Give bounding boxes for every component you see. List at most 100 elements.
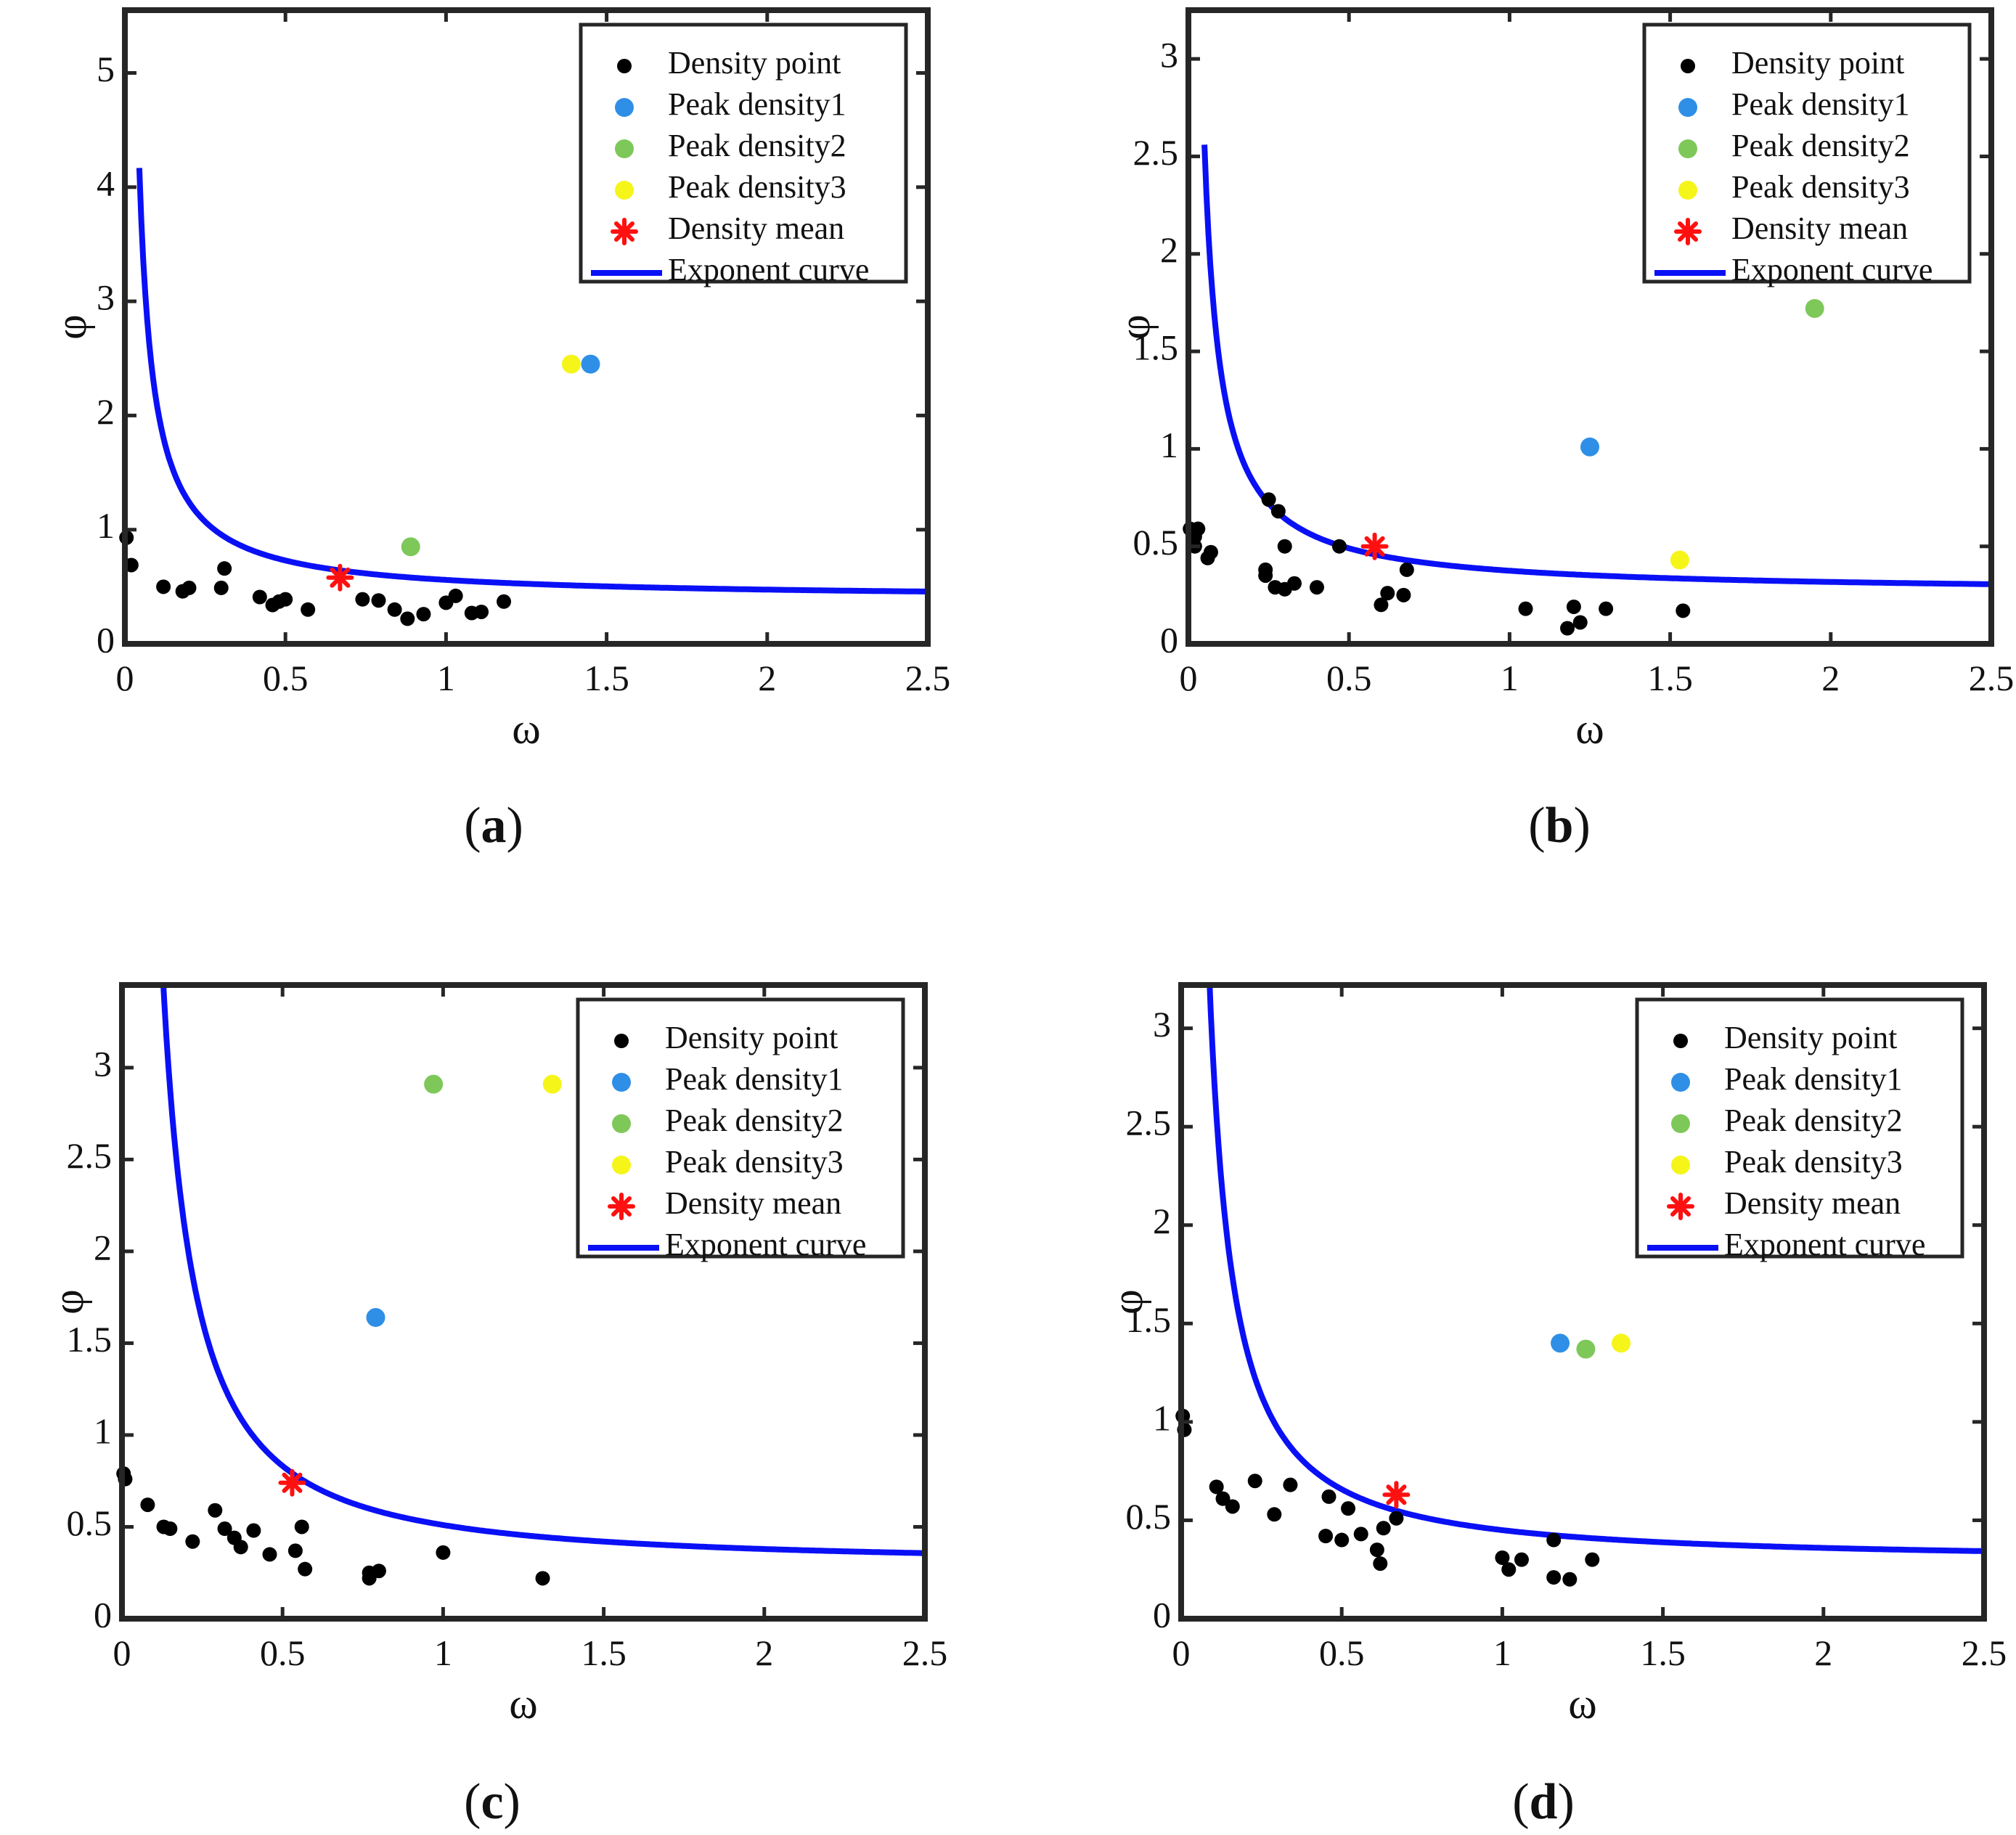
panel-b-plot-frame: [1185, 7, 1994, 647]
panel-d-x-tick-label-2: 1: [1493, 1632, 1511, 1673]
panel-d-density-point-18: [1501, 1562, 1517, 1577]
panel-a-density-point-16: [416, 607, 431, 622]
panel-c-peak-density1-0: [366, 1308, 385, 1328]
panel-a-x-tick-label-1: 0.5: [263, 658, 309, 698]
panel-c: 0 0.5 1 1.5 2 2.5 0 0.5 1 1.5 2 2.5 3 ω φ Density po…: [44, 982, 947, 1728]
panel-b-density-point-12: [1277, 539, 1292, 554]
panel-c-legend-exponent-curve: Exponent curve: [665, 1227, 866, 1262]
panel-b-x-tick-label-2: 1: [1501, 658, 1519, 698]
panel-a-density-point-4: [181, 580, 197, 595]
panel-d-x-tick-label-4: 2: [1814, 1632, 1832, 1673]
panel-a-legend-density-mean-marker: [611, 218, 638, 245]
panel-d-legend-peak-density2: Peak density2: [1724, 1103, 1903, 1138]
panel-a-y-tick-label-0: 0: [97, 619, 115, 660]
panel-c-density-mean-0: [278, 1468, 306, 1497]
panel-b-density-point-15: [1331, 539, 1347, 554]
panel-a-density-point-21: [497, 594, 512, 609]
panel-a-density-point-20: [474, 604, 489, 619]
panel-c-y-tick-label-2: 1: [94, 1410, 112, 1451]
panel-b-legend-exponent-curve: Exponent curve: [1731, 252, 1933, 287]
caption-a: (a): [464, 798, 523, 854]
panel-d-density-point-7: [1283, 1477, 1298, 1492]
panel-a-density-point-18: [448, 588, 463, 603]
panel-d-legend-density-mean: Density mean: [1724, 1185, 1901, 1221]
panel-a-legend-peak-density1: Peak density1: [668, 86, 846, 122]
panel-d-legend-exponent-curve: Exponent curve: [1724, 1227, 1925, 1262]
panel-b-y-tick-label-1: 0.5: [1133, 522, 1179, 563]
panel-b-legend-peak-density3-marker: [1678, 181, 1697, 200]
panel-d-density-point-15: [1376, 1521, 1391, 1536]
panel-c-x-tick-label-2: 1: [434, 1632, 452, 1673]
panel-a-x-tick-label-5: 2.5: [905, 658, 951, 698]
panel-d-density-point-11: [1341, 1501, 1356, 1516]
panel-c-legend-peak-density1: Peak density1: [665, 1061, 844, 1097]
panel-b-legend-peak-density2-marker: [1678, 139, 1697, 158]
panel-d-density-point-2: [1209, 1479, 1224, 1495]
panel-d-density-point-17: [1495, 1550, 1510, 1565]
panel-b-peak-density1-0: [1580, 437, 1599, 457]
panel-a-density-point-14: [387, 602, 402, 617]
panel-d-density-point-4: [1225, 1499, 1240, 1514]
panel-c-legend-density-point: Density point: [665, 1020, 838, 1055]
panel-c-legend-density-mean: Density mean: [665, 1185, 841, 1221]
panel-d-density-point-19: [1514, 1552, 1529, 1567]
panel-c-x-axis-label: ω: [509, 1680, 538, 1728]
panel-b-density-point-21: [1560, 621, 1575, 636]
panel-b-y-tick-label-4: 2: [1160, 229, 1178, 270]
panel-b-y-tick-label-3: 1.5: [1133, 327, 1179, 368]
panel-b-legend-density-point: Density point: [1731, 45, 1904, 81]
panel-c-density-point-7: [217, 1521, 232, 1537]
panel-c-legend-box: [576, 997, 905, 1259]
panel-b-y-tick-label-5: 2.5: [1133, 132, 1179, 173]
panel-d-density-point-9: [1321, 1489, 1336, 1504]
panel-d-legend: Density point Peak density1 Peak density…: [1635, 997, 1964, 1262]
panel-d-density-mean-0: [1382, 1481, 1411, 1509]
panel-d-density-point-10: [1334, 1532, 1350, 1548]
panel-b-density-point-8: [1261, 492, 1276, 507]
panel-a-x-tick-label-4: 2: [758, 658, 776, 698]
panel-b-density-point-17: [1380, 586, 1395, 601]
panel-b-density-point-23: [1572, 615, 1588, 630]
panel-b-legend-density-mean: Density mean: [1731, 211, 1908, 246]
panel-d-density-point-12: [1353, 1527, 1368, 1542]
panel-a-legend-peak-density1-marker: [615, 98, 634, 117]
panel-a-y-tick-label-2: 2: [97, 391, 115, 432]
panel-d-plot-marks: [1175, 985, 1984, 1587]
panel-c-density-point-10: [246, 1523, 261, 1538]
panel-d-peak-density3-0: [1612, 1333, 1631, 1353]
panel-d-ticks: 0 0.5 1 1.5 2 2.5 0 0.5 1 1.5 2 2.5 3: [1126, 985, 2007, 1673]
panel-c-density-point-9: [233, 1540, 248, 1555]
panel-c-density-point-19: [535, 1571, 550, 1586]
panel-a-legend-density-point: Density point: [668, 45, 841, 81]
panel-a-legend-peak-density3: Peak density3: [668, 169, 846, 205]
panel-b-density-point-10: [1270, 504, 1286, 519]
panel-d-y-tick-label-1: 0.5: [1126, 1496, 1172, 1537]
panel-c-y-tick-label-5: 2.5: [67, 1135, 113, 1176]
panel-d-plot-frame: [1178, 982, 1987, 1622]
panel-a-density-point-5: [213, 580, 229, 595]
panel-a-peak-density3-0: [561, 354, 581, 374]
panel-b-x-tick-label-4: 2: [1821, 658, 1840, 698]
panel-c-legend-density-mean-marker: [608, 1193, 635, 1220]
panel-d-y-tick-label-6: 3: [1153, 1004, 1171, 1045]
panel-c-density-point-14: [298, 1561, 313, 1577]
panel-b-density-mean-0: [1360, 532, 1389, 560]
panel-c-y-tick-label-6: 3: [94, 1043, 112, 1084]
panel-b-legend-peak-density3: Peak density3: [1731, 169, 1910, 205]
panel-c-x-tick-label-3: 1.5: [581, 1632, 627, 1673]
panel-d-density-point-3: [1215, 1491, 1231, 1506]
panel-d-density-point-5: [1247, 1474, 1262, 1489]
panel-b-density-point-19: [1399, 562, 1414, 577]
panel-a-peak-density2-0: [401, 537, 420, 557]
panel-a-density-point-13: [371, 593, 386, 608]
panel-a-exponent-curve: [136, 168, 928, 594]
panel-a-ticks: 0 0.5 1 1.5 2 2.5 0 1 2 3 4 5: [97, 10, 950, 698]
panel-d-y-tick-label-0: 0: [1153, 1594, 1171, 1635]
panel-c-density-point-13: [294, 1519, 309, 1534]
panel-b-density-point-25: [1676, 603, 1691, 618]
panel-d-y-tick-label-2: 1: [1153, 1397, 1171, 1438]
panel-d-legend-peak-density1-marker: [1671, 1073, 1690, 1092]
panel-b-density-point-18: [1396, 587, 1411, 602]
panel-a-plot-frame: [122, 7, 931, 647]
panel-c-peak-density3-0: [542, 1074, 562, 1094]
